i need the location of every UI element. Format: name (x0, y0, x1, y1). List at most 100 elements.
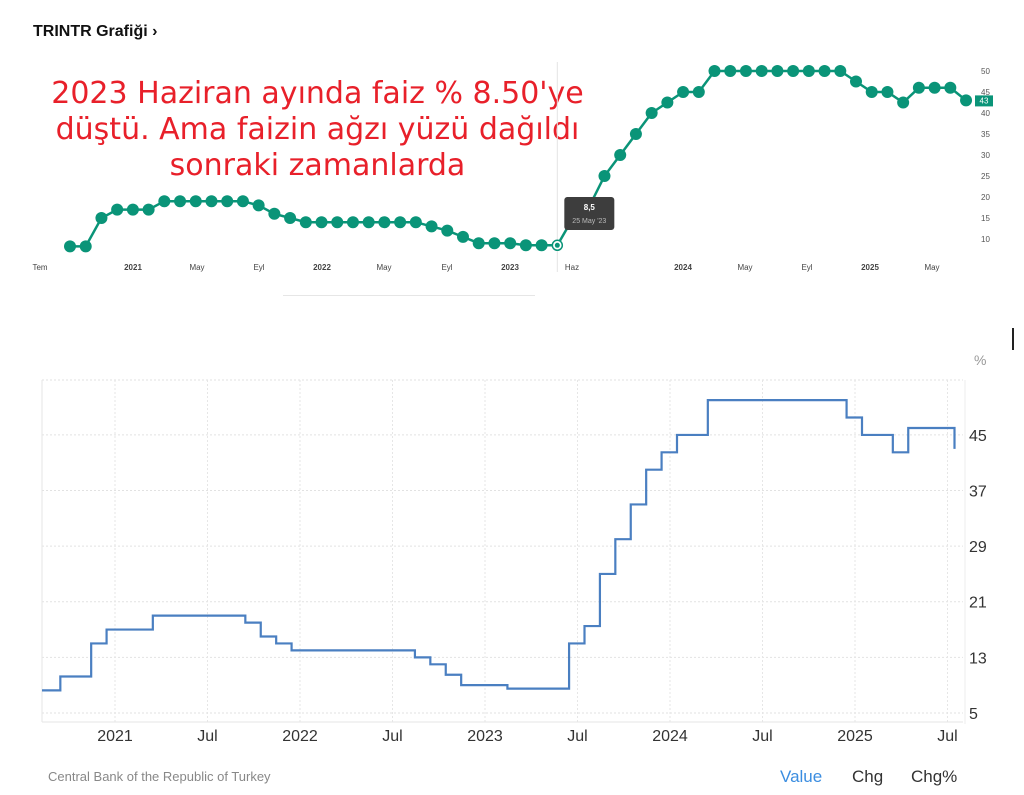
annotation-text: 2023 Haziran ayında faiz % 8.50'ye düştü… (40, 76, 595, 184)
data-point (425, 220, 438, 233)
data-point (252, 199, 265, 212)
data-point (535, 239, 548, 252)
x-tick-label: 2022 (313, 263, 331, 272)
data-point (79, 240, 92, 253)
y-tick-label: 40 (981, 109, 990, 118)
data-point (64, 240, 76, 253)
last-value-badge (975, 95, 993, 107)
data-point (519, 239, 532, 252)
x-tick-label: 2025 (837, 728, 873, 745)
data-point (331, 216, 344, 229)
y-tick-label: 20 (981, 193, 990, 202)
data-point (598, 170, 611, 182)
tooltip-value: 8,5 (584, 203, 596, 212)
y-tick-label: 15 (981, 214, 990, 223)
x-tick-label: Jul (382, 728, 402, 745)
x-tick-label: Jul (197, 728, 217, 745)
data-point (677, 86, 690, 98)
data-point (755, 65, 768, 77)
data-point (850, 75, 862, 88)
tab-chg[interactable]: Chg (852, 767, 884, 786)
data-point (472, 237, 485, 250)
data-point (95, 212, 108, 224)
tab-chg-percent[interactable]: Chg% (911, 767, 958, 786)
data-point (362, 216, 375, 229)
data-point (457, 230, 469, 243)
data-point (284, 212, 297, 224)
annotation-line: düştü. Ama faizin ağzı yüzü dağıldı (55, 112, 580, 147)
x-tick-label: 2023 (467, 728, 503, 745)
x-tick-label: 2021 (124, 263, 142, 272)
data-point (205, 195, 218, 208)
data-point (661, 96, 674, 109)
data-point (787, 65, 800, 77)
y-tick-label: 25 (981, 172, 990, 181)
data-point (441, 224, 454, 237)
data-point (645, 107, 658, 119)
data-point (818, 65, 831, 77)
text-cursor (1012, 328, 1014, 350)
tab-value[interactable]: Value (780, 767, 823, 786)
x-tick-label: Eyl (801, 263, 812, 272)
data-point (221, 195, 234, 208)
x-tick-label: 2022 (282, 728, 318, 745)
y-tick-label: 50 (981, 67, 990, 76)
annotation-line: sonraki zamanlarda (169, 148, 466, 183)
x-tick-label: May (189, 263, 204, 272)
data-point (771, 65, 784, 77)
data-point (960, 94, 973, 107)
tooltip-box (564, 197, 615, 230)
data-point (189, 195, 202, 208)
data-point (174, 195, 187, 208)
divider (283, 295, 535, 296)
x-tick-label: 2025 (861, 263, 879, 272)
data-point (944, 81, 957, 94)
x-tick-label: May (737, 263, 752, 272)
x-tick-label: 2024 (674, 263, 692, 272)
x-tick-label: Haz (565, 263, 579, 272)
chart-title-link[interactable]: TRINTR Grafiği › (33, 23, 158, 40)
data-point (881, 86, 894, 98)
series-line (42, 399, 956, 692)
data-point (614, 149, 627, 161)
data-point (142, 203, 155, 216)
series-line (70, 69, 967, 248)
data-point (346, 216, 359, 229)
unit-label: % (974, 352, 986, 368)
x-tick-label: 2024 (652, 728, 688, 745)
data-point (554, 242, 560, 248)
x-tick-label: May (924, 263, 939, 272)
data-point (378, 216, 391, 229)
data-point (739, 65, 752, 77)
y-tick-label: 10 (981, 235, 990, 244)
tooltip-date: 25 May '23 (572, 218, 606, 225)
data-point (629, 128, 642, 140)
data-point (912, 81, 925, 94)
data-point (865, 86, 878, 98)
data-point (315, 216, 328, 229)
x-tick-label: Tem (32, 263, 47, 272)
y-tick-label: 45 (981, 88, 990, 97)
x-tick-label: Jul (937, 728, 957, 745)
data-point (299, 216, 312, 229)
y-tick-label: 45 (969, 428, 987, 445)
y-tick-label: 21 (969, 595, 987, 612)
data-point (111, 203, 124, 216)
y-tick-label: 5 (969, 706, 978, 723)
data-point (724, 65, 737, 77)
data-point (236, 195, 249, 208)
y-tick-label: 30 (981, 151, 990, 160)
data-point (504, 237, 517, 250)
data-point (692, 86, 705, 98)
x-tick-label: Eyl (253, 263, 264, 272)
y-tick-label: 29 (969, 539, 987, 556)
y-tick-label: 37 (969, 484, 987, 501)
y-tick-label: 35 (981, 130, 990, 139)
data-point (158, 195, 171, 208)
x-tick-label: May (376, 263, 391, 272)
data-point (126, 203, 139, 216)
source-label: Central Bank of the Republic of Turkey (48, 769, 271, 784)
x-tick-label: Jul (752, 728, 772, 745)
x-tick-label: 2021 (97, 728, 133, 745)
